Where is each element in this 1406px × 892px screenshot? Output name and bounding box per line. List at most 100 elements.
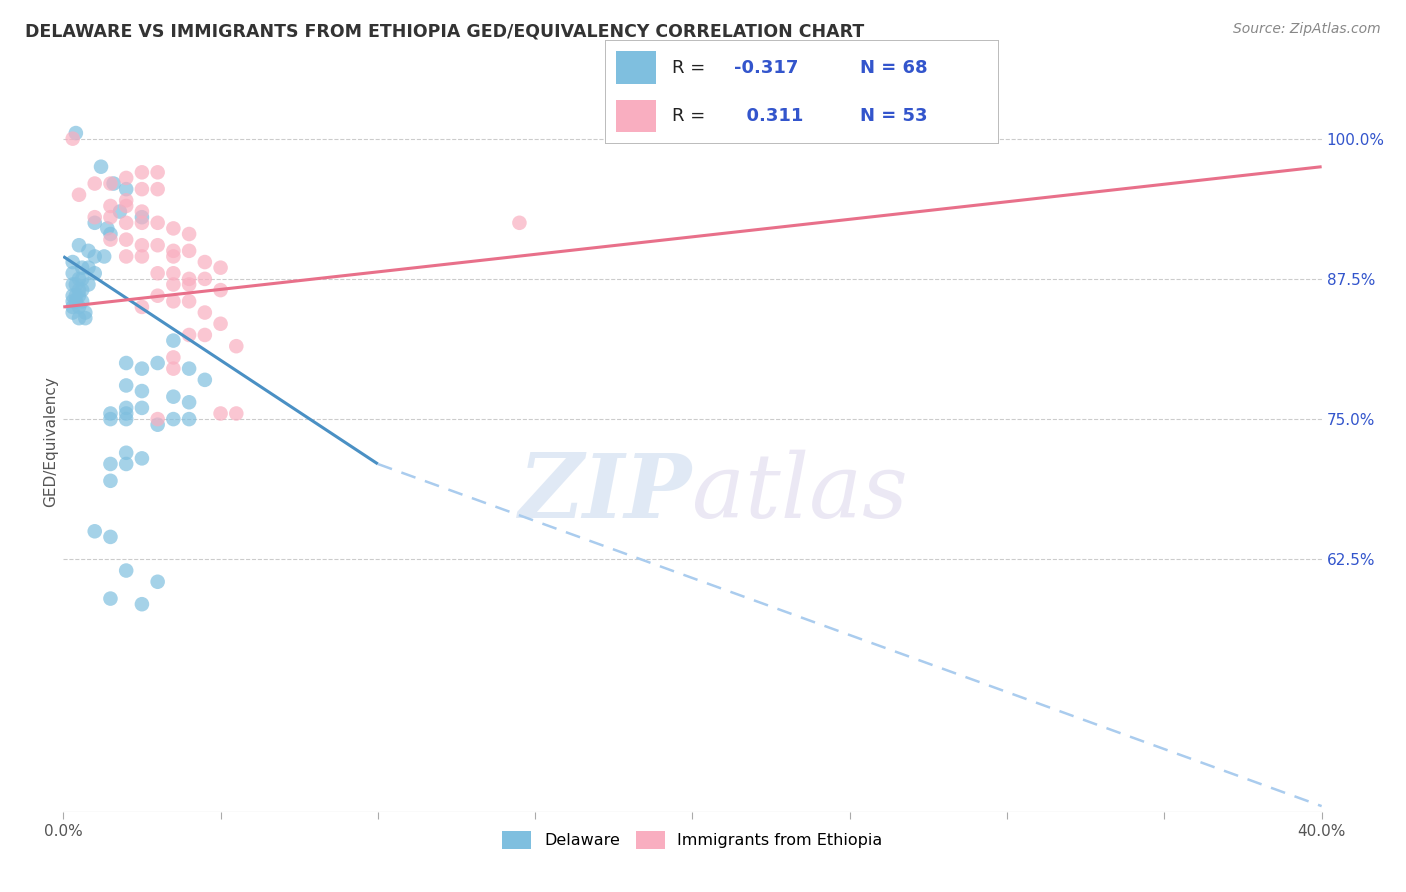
Point — [67, 311, 90, 326]
Point — [75, 305, 97, 319]
Point — [67, 300, 90, 314]
Point — [115, 233, 138, 247]
Point — [77, 244, 100, 258]
Point — [225, 339, 247, 353]
Point — [759, 126, 782, 140]
Point — [100, 177, 122, 191]
Point — [115, 170, 138, 185]
Point — [62, 294, 84, 309]
Point — [131, 165, 153, 179]
Point — [177, 328, 200, 343]
Legend: Delaware, Immigrants from Ethiopia: Delaware, Immigrants from Ethiopia — [496, 824, 889, 855]
Point — [115, 564, 138, 578]
Point — [103, 177, 125, 191]
Point — [100, 233, 122, 247]
Point — [70, 272, 93, 286]
Text: N = 68: N = 68 — [860, 59, 928, 77]
Text: atlas: atlas — [692, 450, 908, 537]
Point — [162, 390, 184, 404]
Point — [70, 283, 93, 297]
Point — [131, 210, 153, 224]
Point — [131, 204, 153, 219]
Point — [131, 597, 153, 611]
Point — [177, 272, 200, 286]
Point — [62, 289, 84, 303]
Point — [162, 249, 184, 264]
Point — [65, 126, 87, 140]
Point — [194, 255, 217, 269]
Point — [146, 266, 169, 280]
Point — [115, 457, 138, 471]
Point — [115, 446, 138, 460]
Point — [177, 412, 200, 426]
Point — [131, 401, 153, 415]
Bar — [616, 52, 655, 84]
Point — [209, 260, 232, 275]
Point — [100, 407, 122, 421]
Point — [96, 221, 118, 235]
Point — [177, 294, 200, 309]
Point — [131, 249, 153, 264]
Point — [115, 216, 138, 230]
Point — [100, 210, 122, 224]
Point — [75, 311, 97, 326]
Point — [83, 210, 105, 224]
Point — [100, 227, 122, 241]
Point — [177, 277, 200, 292]
Point — [194, 305, 217, 319]
Point — [162, 294, 184, 309]
Text: 0.311: 0.311 — [734, 107, 804, 125]
Point — [194, 328, 217, 343]
Point — [70, 294, 93, 309]
Point — [83, 266, 105, 280]
Text: R =: R = — [672, 107, 704, 125]
Point — [115, 401, 138, 415]
Point — [108, 204, 131, 219]
Point — [115, 378, 138, 392]
Point — [162, 266, 184, 280]
Point — [146, 412, 169, 426]
Point — [115, 199, 138, 213]
Point — [67, 289, 90, 303]
Point — [194, 272, 217, 286]
Point — [131, 182, 153, 196]
Point — [162, 334, 184, 348]
Point — [77, 260, 100, 275]
Point — [65, 289, 87, 303]
Point — [146, 216, 169, 230]
Point — [162, 351, 184, 365]
Point — [62, 266, 84, 280]
Text: -0.317: -0.317 — [734, 59, 799, 77]
Point — [100, 530, 122, 544]
Point — [115, 249, 138, 264]
Point — [146, 182, 169, 196]
Point — [62, 300, 84, 314]
Point — [100, 199, 122, 213]
Point — [209, 407, 232, 421]
Point — [162, 244, 184, 258]
Point — [131, 238, 153, 252]
Text: Source: ZipAtlas.com: Source: ZipAtlas.com — [1233, 22, 1381, 37]
Point — [209, 317, 232, 331]
Point — [83, 524, 105, 539]
Point — [209, 283, 232, 297]
Point — [62, 255, 84, 269]
Point — [67, 238, 90, 252]
Point — [177, 244, 200, 258]
Point — [131, 300, 153, 314]
Point — [177, 395, 200, 409]
Point — [194, 373, 217, 387]
Point — [100, 457, 122, 471]
Point — [162, 361, 184, 376]
Point — [162, 412, 184, 426]
Point — [83, 216, 105, 230]
Point — [65, 277, 87, 292]
Point — [67, 187, 90, 202]
Point — [77, 277, 100, 292]
Point — [65, 294, 87, 309]
Point — [100, 412, 122, 426]
Point — [131, 384, 153, 398]
Text: ZIP: ZIP — [519, 450, 692, 537]
Point — [177, 361, 200, 376]
Point — [115, 182, 138, 196]
